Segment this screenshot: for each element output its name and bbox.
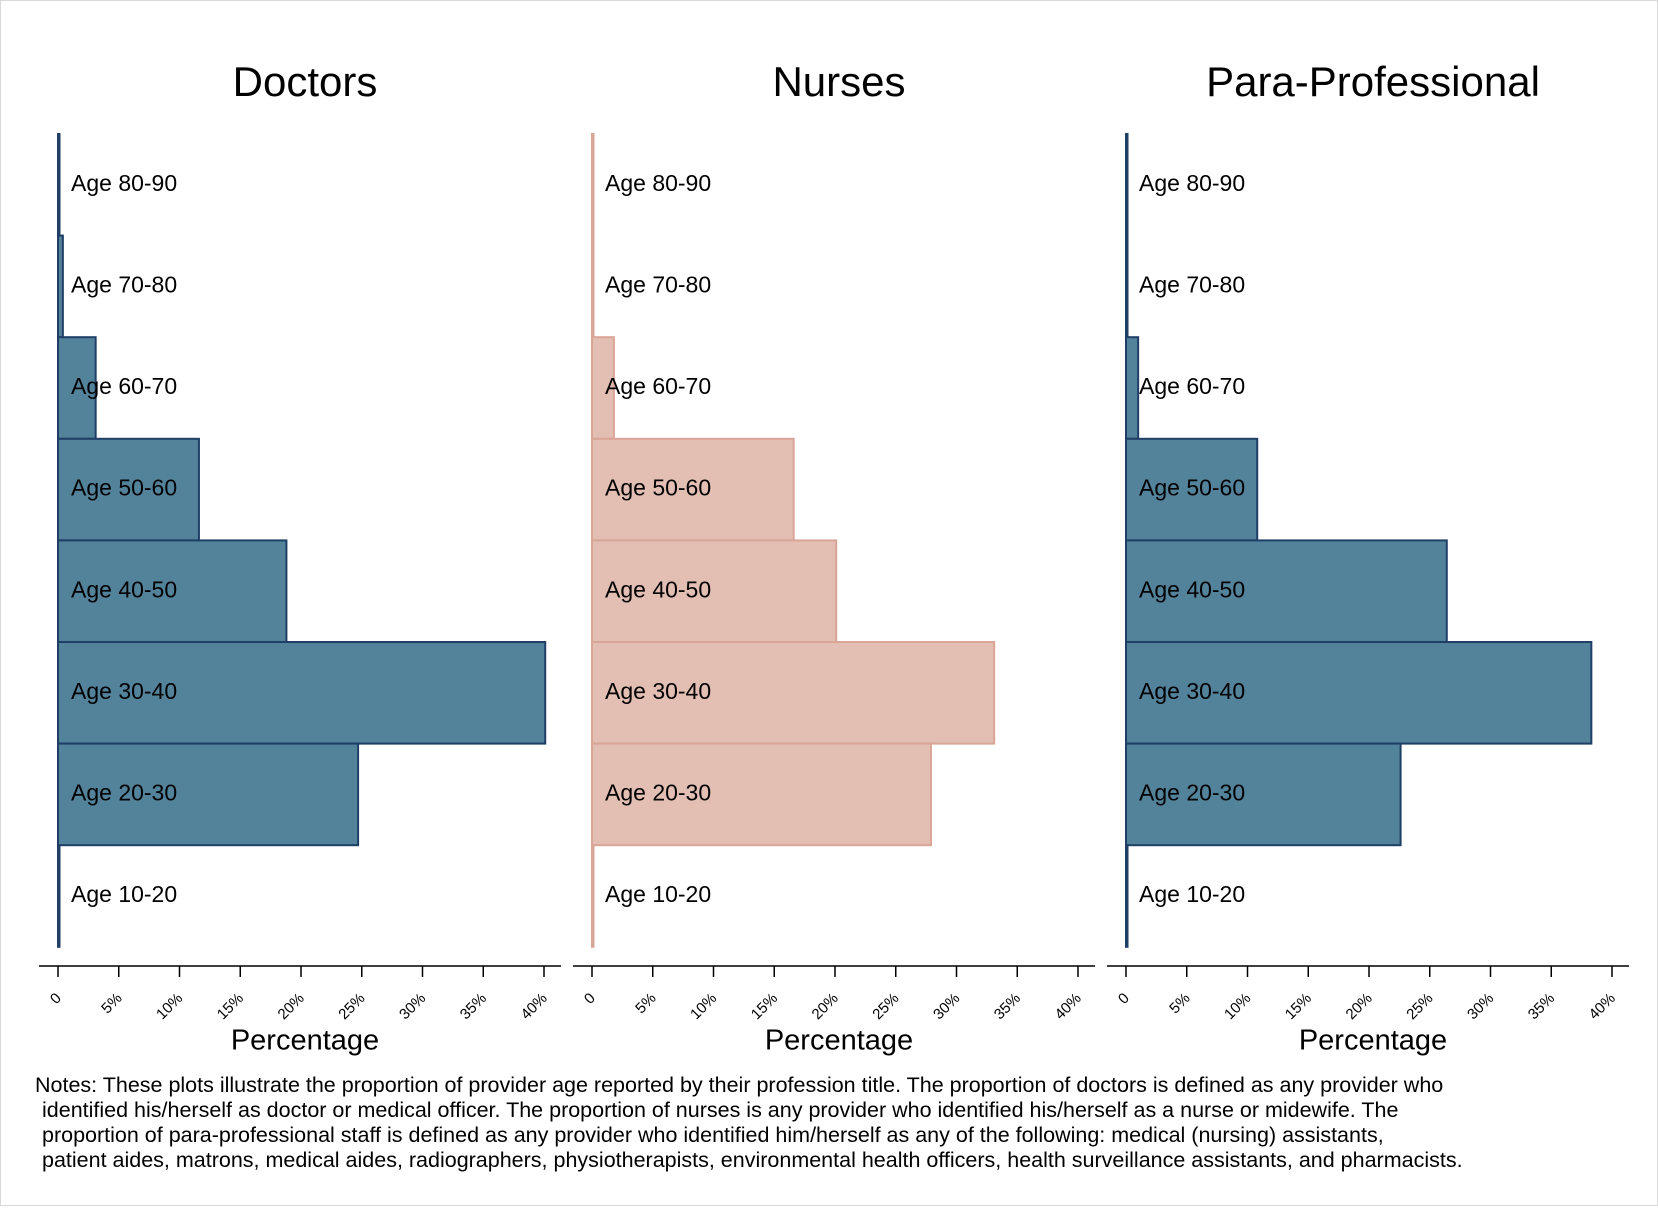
category-label: Age 50-60 <box>71 475 177 501</box>
x-tick-label: 5% <box>632 990 659 1017</box>
bar-age-40-50 <box>591 539 838 644</box>
bar-age-10-20 <box>57 844 61 948</box>
x-tick-label: 15% <box>748 990 781 1023</box>
category-label: Age 80-90 <box>1139 170 1245 196</box>
x-tick-label: 35% <box>457 990 490 1023</box>
bar-age-80-90 <box>591 133 595 237</box>
x-axis-title: Percentage <box>231 1025 379 1057</box>
notes-line-4: patient aides, matrons, medical aides, r… <box>42 1148 1463 1172</box>
panel-2: Para-Professional Age 80-90 Age 70-80 Age 6… <box>1107 58 1629 1057</box>
bar-age-30-40 <box>1125 641 1593 745</box>
x-tick-label: 40% <box>518 990 551 1023</box>
bar-age-60-70 <box>1125 336 1140 440</box>
category-label: Age 30-40 <box>605 678 711 704</box>
x-tick-label: 25% <box>869 990 902 1023</box>
x-tick-label: 0 <box>1115 990 1133 1008</box>
bar-age-10-20 <box>1125 844 1129 948</box>
x-tick-label: 30% <box>1464 990 1497 1023</box>
bar-age-30-40 <box>591 641 996 745</box>
x-tick-label: 20% <box>275 990 308 1023</box>
category-label: Age 30-40 <box>1139 678 1245 704</box>
x-tick-label: 25% <box>335 990 368 1023</box>
category-label: Age 50-60 <box>1139 475 1245 501</box>
bar-age-80-90 <box>57 133 61 237</box>
category-label: Age 60-70 <box>1139 373 1245 399</box>
x-tick-label: 30% <box>930 990 963 1023</box>
figure-notes: Notes: These plots illustrate the propor… <box>35 1073 1635 1173</box>
category-label: Age 60-70 <box>71 373 177 399</box>
bar-age-30-40 <box>57 641 547 745</box>
notes-line-1: Notes: These plots illustrate the propor… <box>35 1073 1444 1097</box>
notes-line-3: proportion of para-professional staff is… <box>42 1123 1384 1147</box>
bar-age-50-60 <box>1125 437 1259 542</box>
bar-age-20-30 <box>1125 742 1402 847</box>
x-axis-title: Percentage <box>765 1025 913 1057</box>
category-label: Age 40-50 <box>71 576 177 602</box>
bar-age-40-50 <box>57 539 288 644</box>
x-tick-label: 40% <box>1052 990 1085 1023</box>
panel-title: Nurses <box>772 58 905 105</box>
x-tick-label: 35% <box>1525 990 1558 1023</box>
x-tick-label: 5% <box>98 990 125 1017</box>
category-label: Age 40-50 <box>605 576 711 602</box>
notes-line-2: identified his/herself as doctor or medi… <box>42 1098 1399 1122</box>
category-label: Age 10-20 <box>1139 881 1245 907</box>
category-label: Age 20-30 <box>71 779 177 805</box>
category-label: Age 70-80 <box>71 271 177 297</box>
bar-age-10-20 <box>591 844 595 948</box>
bar-age-50-60 <box>57 437 200 542</box>
bar-age-70-80 <box>591 234 595 339</box>
category-label: Age 10-20 <box>605 881 711 907</box>
x-tick-label: 0 <box>47 990 65 1008</box>
category-label: Age 60-70 <box>605 373 711 399</box>
bar-age-70-80 <box>1125 234 1129 339</box>
x-tick-label: 10% <box>1221 990 1254 1023</box>
panel-1: Nurses Age 80-90 Age 70-80 Age 60-70 Age 50-… <box>573 58 1095 1057</box>
category-label: Age 70-80 <box>605 271 711 297</box>
x-tick-label: 20% <box>809 990 842 1023</box>
x-tick-label: 15% <box>214 990 247 1023</box>
category-label: Age 10-20 <box>71 881 177 907</box>
category-label: Age 20-30 <box>605 779 711 805</box>
bar-age-20-30 <box>591 742 932 847</box>
category-label: Age 70-80 <box>1139 271 1245 297</box>
bar-age-70-80 <box>57 234 64 339</box>
category-label: Age 80-90 <box>605 170 711 196</box>
x-tick-label: 30% <box>396 990 429 1023</box>
panel-title: Para-Professional <box>1206 58 1540 105</box>
category-label: Age 80-90 <box>71 170 177 196</box>
x-axis-title: Percentage <box>1299 1025 1447 1057</box>
panel-title: Doctors <box>233 58 378 105</box>
category-label: Age 40-50 <box>1139 576 1245 602</box>
category-label: Age 20-30 <box>1139 779 1245 805</box>
category-label: Age 50-60 <box>605 475 711 501</box>
bar-age-40-50 <box>1125 539 1448 644</box>
x-tick-label: 5% <box>1166 990 1193 1017</box>
x-tick-label: 10% <box>153 990 186 1023</box>
bar-age-80-90 <box>1125 133 1129 237</box>
x-tick-label: 40% <box>1586 990 1619 1023</box>
x-tick-label: 35% <box>991 990 1024 1023</box>
category-label: Age 30-40 <box>71 678 177 704</box>
x-tick-label: 25% <box>1403 990 1436 1023</box>
x-tick-label: 20% <box>1343 990 1376 1023</box>
bar-age-20-30 <box>57 742 360 847</box>
bar-age-60-70 <box>57 336 97 440</box>
x-tick-label: 10% <box>687 990 720 1023</box>
panel-0: Doctors Age 80-90 Age 70-80 Age 60-70 Age 50… <box>39 58 561 1057</box>
x-tick-label: 0 <box>581 990 599 1008</box>
x-tick-label: 15% <box>1282 990 1315 1023</box>
